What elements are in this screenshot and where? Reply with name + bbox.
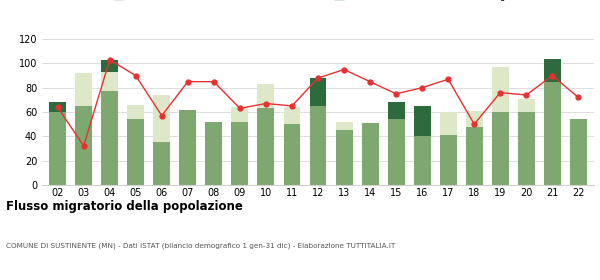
Bar: [440, 135, 457, 185]
Bar: [440, 112, 457, 135]
Bar: [101, 60, 118, 72]
Text: COMUNE DI SUSTINENTE (MN) - Dati ISTAT (bilancio demografico 1 gen-31 dic) - Ela: COMUNE DI SUSTINENTE (MN) - Dati ISTAT (…: [6, 242, 395, 249]
Bar: [335, 122, 353, 130]
Bar: [388, 119, 404, 185]
Bar: [75, 73, 92, 106]
Bar: [75, 106, 92, 185]
Bar: [179, 109, 196, 185]
Bar: [544, 59, 561, 82]
Bar: [257, 108, 274, 185]
Legend: Iscritti (da altri comuni), Iscritti (dall'estero), Iscritti (altri), Cancellati: Iscritti (da altri comuni), Iscritti (da…: [110, 0, 526, 4]
Bar: [413, 106, 431, 136]
Bar: [49, 102, 66, 112]
Bar: [518, 112, 535, 185]
Bar: [570, 119, 587, 185]
Bar: [310, 78, 326, 106]
Bar: [466, 127, 482, 185]
Bar: [154, 95, 170, 142]
Bar: [232, 122, 248, 185]
Bar: [284, 107, 301, 124]
Bar: [101, 72, 118, 91]
Bar: [257, 84, 274, 108]
Bar: [544, 82, 561, 185]
Bar: [49, 112, 66, 185]
Text: Flusso migratorio della popolazione: Flusso migratorio della popolazione: [6, 200, 243, 213]
Bar: [284, 124, 301, 185]
Bar: [205, 122, 223, 185]
Bar: [310, 106, 326, 185]
Bar: [518, 99, 535, 112]
Bar: [492, 112, 509, 185]
Bar: [101, 91, 118, 185]
Bar: [413, 136, 431, 185]
Bar: [362, 123, 379, 185]
Bar: [335, 130, 353, 185]
Bar: [388, 102, 404, 119]
Bar: [466, 111, 482, 127]
Bar: [127, 105, 144, 119]
Bar: [492, 67, 509, 112]
Bar: [232, 107, 248, 122]
Bar: [127, 119, 144, 185]
Bar: [154, 142, 170, 185]
